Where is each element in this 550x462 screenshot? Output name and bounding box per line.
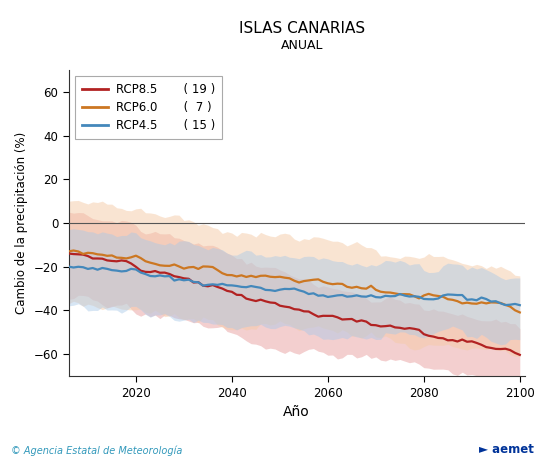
Text: ► aemet: ► aemet	[478, 444, 534, 456]
Text: ANUAL: ANUAL	[281, 39, 324, 52]
Y-axis label: Cambio de la precipitación (%): Cambio de la precipitación (%)	[15, 132, 28, 314]
Text: ISLAS CANARIAS: ISLAS CANARIAS	[239, 21, 366, 36]
Text: © Agencia Estatal de Meteorología: © Agencia Estatal de Meteorología	[11, 446, 183, 456]
X-axis label: Año: Año	[283, 405, 310, 419]
Legend: RCP8.5       ( 19 ), RCP6.0       (  7 ), RCP4.5       ( 15 ): RCP8.5 ( 19 ), RCP6.0 ( 7 ), RCP4.5 ( 15…	[75, 76, 222, 139]
